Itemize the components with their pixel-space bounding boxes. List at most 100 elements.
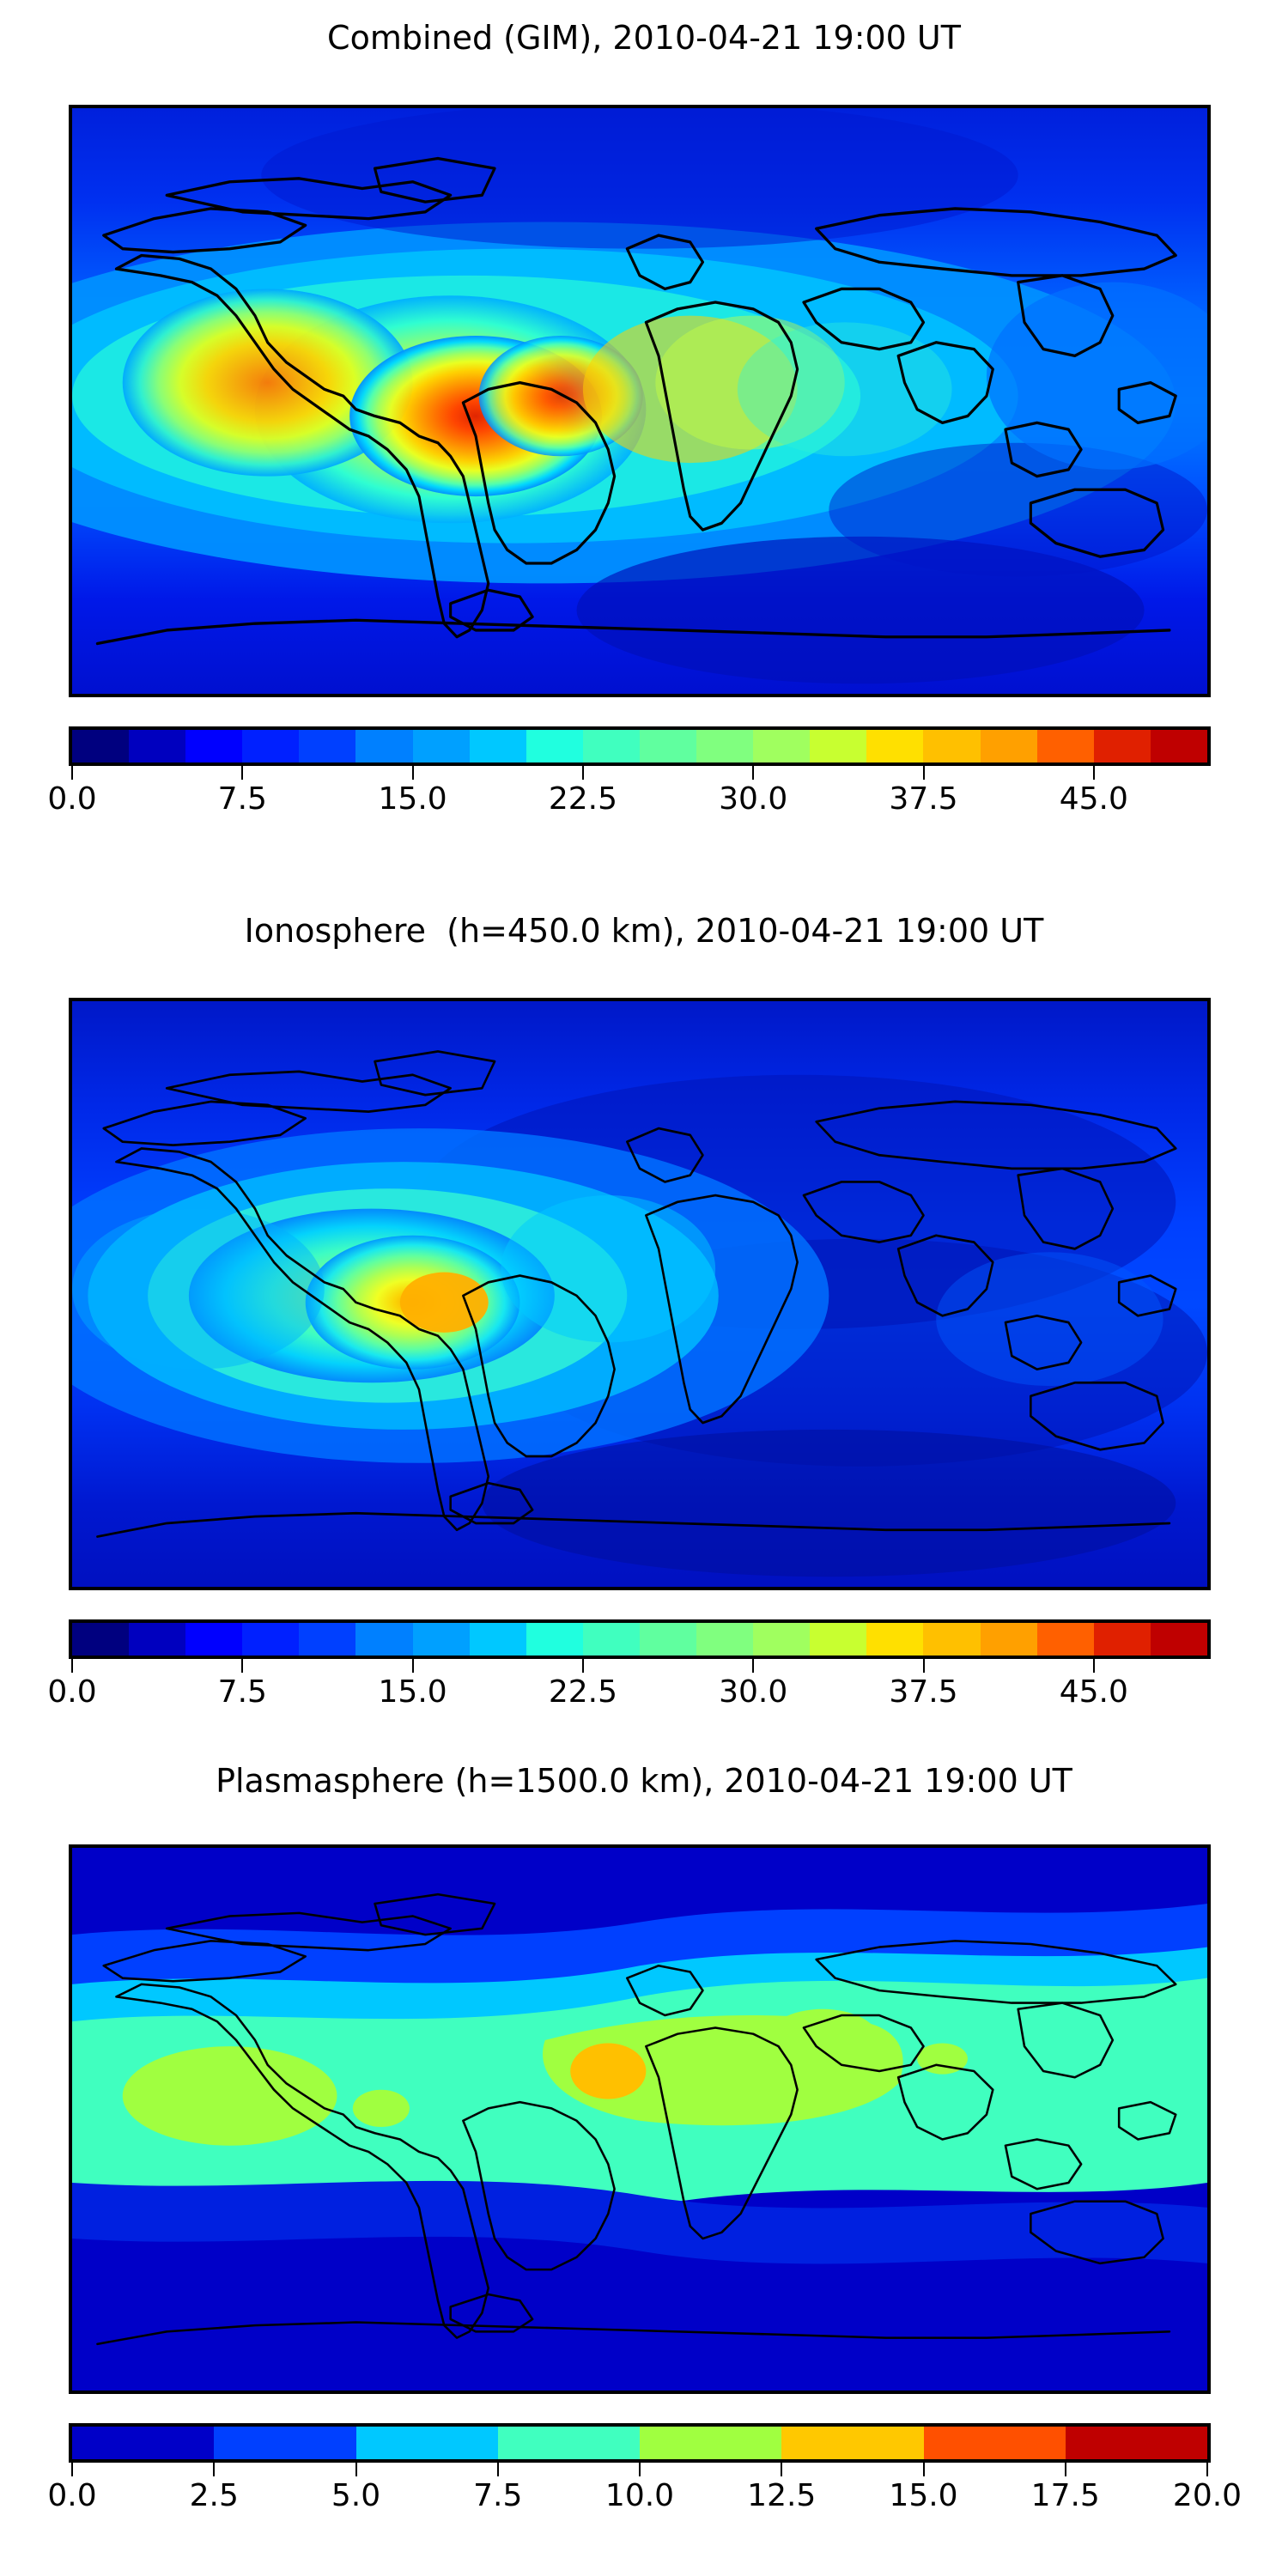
colorbar-tick	[213, 2463, 216, 2476]
colorbar-segment	[469, 1623, 526, 1656]
colorbar-tick	[922, 766, 925, 780]
colorbar-tick-label: 15.0	[378, 1674, 447, 1710]
colorbar-segment	[526, 1623, 583, 1656]
colorbar-segment	[639, 730, 697, 762]
colorbar-segment	[866, 1623, 924, 1656]
colorbar-tick-label: 22.5	[548, 781, 617, 817]
colorbar-segment	[412, 1623, 470, 1656]
colorbar-segment	[355, 1623, 413, 1656]
panel-title-plasmasphere: Plasmasphere (h=1500.0 km), 2010-04-21 1…	[216, 1762, 1072, 1800]
colorbar-segment	[1150, 1623, 1207, 1656]
colorbar-segment	[810, 1623, 867, 1656]
colorbar-tick	[1092, 1659, 1095, 1673]
colorbar-segment	[242, 1623, 300, 1656]
colorbar-tick-label: 22.5	[548, 1674, 617, 1710]
panel-plasmasphere: Plasmasphere (h=1500.0 km), 2010-04-21 1…	[0, 1735, 1288, 2576]
colorbar-tick-label: 0.0	[47, 2478, 97, 2513]
colorbar-segment	[1093, 730, 1151, 762]
colorbar-segment	[469, 730, 526, 762]
colorbar-segment	[1036, 1623, 1094, 1656]
colorbar-segment	[72, 2427, 215, 2459]
colorbar-segment	[185, 1623, 243, 1656]
map-canvas-ionosphere	[72, 1001, 1207, 1587]
colorbar-segment	[1150, 730, 1207, 762]
colorbar-segment	[810, 730, 867, 762]
coastlines-combined	[95, 156, 1177, 646]
colorbar-segment	[185, 730, 243, 762]
colorbar-tick	[241, 1659, 244, 1673]
colorbar-tick-label: 17.5	[1030, 2478, 1100, 2513]
colorbar-tick-label: 12.5	[747, 2478, 817, 2513]
colorbar-segment	[355, 2427, 498, 2459]
colorbar-tick	[71, 2463, 73, 2476]
map-combined-gim	[69, 105, 1211, 697]
colorbar-segment	[923, 730, 981, 762]
colorbar-tick-label: 0.0	[47, 781, 97, 817]
colorbar-tick-label: 7.5	[217, 1674, 267, 1710]
colorbar-tick	[922, 1659, 925, 1673]
colorbar-segment	[696, 1623, 754, 1656]
colorbar-ionosphere-ticks	[69, 1659, 1211, 1674]
colorbar-tick	[581, 1659, 584, 1673]
colorbar-tick	[781, 2463, 783, 2476]
colorbar-tick	[496, 2463, 499, 2476]
colorbar-segment	[129, 1623, 186, 1656]
colorbar-plasmasphere: 0.0 2.5 5.0 7.5 10.0 12.5 15.0 17.5 20.0	[47, 2423, 1242, 2518]
colorbar-combined-labels: 0.0 7.5 15.0 22.5 30.0 37.5 45.0	[47, 781, 1211, 821]
colorbar-tick	[922, 2463, 925, 2476]
colorbar-segment	[526, 730, 583, 762]
colorbar-tick	[71, 766, 73, 780]
colorbar-tick-label: 30.0	[719, 781, 788, 817]
colorbar-segment	[355, 730, 413, 762]
colorbar-tick	[1064, 2463, 1066, 2476]
colorbar-segment	[1065, 2427, 1207, 2459]
colorbar-segment	[753, 1623, 811, 1656]
colorbar-segment	[72, 1623, 130, 1656]
map-canvas-plasmasphere	[72, 1848, 1207, 2391]
colorbar-segment	[980, 1623, 1037, 1656]
panel-title-ionosphere: Ionosphere (h=450.0 km), 2010-04-21 19:0…	[244, 912, 1044, 950]
coastlines-ionosphere	[96, 1050, 1177, 1538]
colorbar-tick	[639, 2463, 641, 2476]
colorbar-combined-ticks	[69, 766, 1211, 781]
colorbar-tick-label: 7.5	[473, 2478, 523, 2513]
colorbar-tick-label: 30.0	[719, 1674, 788, 1710]
map-canvas-combined	[72, 108, 1207, 694]
colorbar-tick-label: 45.0	[1059, 781, 1128, 817]
colorbar-tick-label: 0.0	[47, 1674, 97, 1710]
colorbar-segment	[412, 730, 470, 762]
colorbar-tick	[581, 766, 584, 780]
colorbar-ionosphere-gradient[interactable]	[69, 1619, 1211, 1659]
colorbar-tick	[71, 1659, 73, 1673]
colorbar-segment	[1093, 1623, 1151, 1656]
colorbar-combined-gradient[interactable]	[69, 726, 1211, 766]
colorbar-plasmasphere-gradient[interactable]	[69, 2423, 1211, 2463]
colorbar-segment	[242, 730, 300, 762]
colorbar-tick	[752, 1659, 755, 1673]
colorbar-segment	[696, 730, 754, 762]
panel-combined-gim: Combined (GIM), 2010-04-21 19:00 UT	[0, 0, 1288, 867]
map-plasmasphere	[69, 1844, 1211, 2394]
colorbar-plasmasphere-ticks	[69, 2463, 1211, 2478]
colorbar-segment	[866, 730, 924, 762]
coastlines-plasmasphere	[96, 1893, 1177, 2346]
colorbar-segment	[639, 1623, 697, 1656]
colorbar-tick-label: 37.5	[889, 1674, 958, 1710]
colorbar-tick-label: 5.0	[331, 2478, 381, 2513]
colorbar-segment	[640, 2427, 782, 2459]
colorbar-tick-label: 15.0	[889, 2478, 958, 2513]
colorbar-plasmasphere-labels: 0.0 2.5 5.0 7.5 10.0 12.5 15.0 17.5 20.0	[47, 2478, 1242, 2518]
colorbar-segment	[923, 2427, 1066, 2459]
colorbar-segment	[582, 1623, 640, 1656]
colorbar-segment	[299, 730, 356, 762]
colorbar-segment	[497, 2427, 640, 2459]
colorbar-segment	[753, 730, 811, 762]
colorbar-segment	[781, 2427, 924, 2459]
colorbar-tick-label: 20.0	[1172, 2478, 1242, 2513]
colorbar-tick	[411, 1659, 414, 1673]
colorbar-segment	[72, 730, 130, 762]
colorbar-segment	[582, 730, 640, 762]
colorbar-tick	[355, 2463, 357, 2476]
colorbar-tick	[1092, 766, 1095, 780]
